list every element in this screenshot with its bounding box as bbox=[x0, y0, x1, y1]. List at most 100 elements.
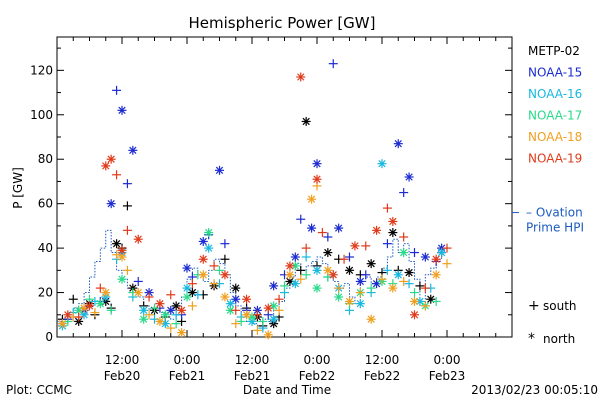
north-marker bbox=[133, 234, 143, 244]
north-marker bbox=[312, 174, 322, 184]
south-marker bbox=[122, 201, 132, 211]
marker-symbol: * bbox=[528, 331, 535, 347]
south-marker bbox=[220, 239, 230, 249]
north-marker bbox=[307, 194, 317, 204]
south-marker bbox=[171, 319, 181, 329]
north-marker bbox=[399, 248, 409, 258]
north-marker bbox=[263, 303, 273, 313]
north-marker bbox=[269, 281, 279, 291]
north-marker bbox=[57, 319, 67, 329]
north-marker bbox=[404, 268, 414, 278]
north-marker bbox=[290, 252, 300, 262]
north-marker bbox=[290, 279, 300, 289]
south-marker bbox=[258, 316, 268, 326]
south-marker bbox=[420, 283, 430, 293]
south-marker bbox=[166, 323, 176, 333]
south-marker bbox=[339, 254, 349, 264]
north-marker bbox=[345, 265, 354, 275]
south-marker bbox=[399, 276, 409, 286]
south-marker bbox=[420, 301, 430, 311]
north-marker bbox=[155, 316, 165, 326]
x-axis-label: Date and Time bbox=[243, 383, 331, 397]
legend-entry: NOAA-17 bbox=[528, 109, 582, 123]
north-marker bbox=[198, 254, 208, 264]
x-tick-time-label: 0:00 bbox=[434, 353, 461, 367]
south-marker bbox=[301, 270, 311, 280]
north-marker bbox=[263, 330, 273, 340]
north-marker bbox=[437, 248, 447, 258]
x-tick-time-label: 12:00 bbox=[105, 353, 140, 367]
north-marker bbox=[404, 172, 414, 182]
north-marker bbox=[388, 228, 398, 238]
y-tick-label: 80 bbox=[38, 152, 53, 166]
ovation-legend-line2: Prime HPI bbox=[526, 221, 584, 235]
north-marker bbox=[204, 228, 214, 238]
south-marker bbox=[74, 312, 84, 322]
legend: METP-02 NOAA-15 NOAA-16 NOAA-17 NOAA-18 NOAA-… bbox=[512, 44, 584, 347]
south-marker bbox=[415, 281, 425, 291]
y-tick-label: 100 bbox=[30, 108, 53, 122]
south-marker bbox=[442, 259, 452, 269]
south-marker bbox=[231, 305, 241, 315]
south-marker bbox=[355, 288, 365, 298]
south-marker bbox=[317, 228, 327, 238]
north-marker bbox=[285, 270, 295, 280]
south-marker bbox=[328, 59, 338, 69]
north-marker bbox=[410, 296, 419, 306]
south-marker bbox=[323, 232, 333, 242]
north-marker bbox=[388, 216, 398, 226]
south-marker bbox=[301, 252, 311, 262]
south-marker bbox=[112, 170, 122, 180]
north-marker bbox=[215, 165, 224, 175]
south-marker bbox=[187, 301, 197, 311]
south-marker bbox=[171, 310, 181, 320]
south-marker bbox=[252, 325, 262, 335]
north-marker bbox=[231, 283, 241, 293]
north-marker bbox=[410, 310, 419, 320]
north-marker bbox=[372, 225, 382, 235]
x-axis: 12:00 Feb20 0:00 Feb21 12:00 Feb21 0:00 Feb22 12… bbox=[56, 37, 513, 383]
south-marker bbox=[193, 290, 203, 300]
y-axis-label: P [GW] bbox=[11, 167, 25, 209]
south-marker bbox=[215, 265, 224, 275]
north-marker bbox=[269, 314, 279, 324]
north-marker bbox=[106, 199, 116, 209]
ovation-legend-line1: – Ovation bbox=[526, 206, 583, 220]
north-marker bbox=[225, 305, 235, 315]
south-marker bbox=[382, 239, 392, 249]
legend-entry: NOAA-15 bbox=[528, 66, 582, 80]
south-marker bbox=[112, 85, 122, 95]
south-marker bbox=[209, 279, 219, 289]
plot-credit: Plot: CCMC bbox=[6, 383, 72, 397]
north-marker bbox=[307, 223, 317, 233]
south-marker bbox=[399, 188, 409, 198]
north-marker bbox=[177, 328, 187, 338]
north-marker bbox=[160, 310, 170, 320]
north-marker bbox=[171, 301, 181, 311]
north-marker bbox=[182, 283, 192, 293]
marker-label: south bbox=[543, 299, 577, 313]
y-tick-label: 40 bbox=[38, 241, 53, 255]
south-marker bbox=[209, 261, 219, 271]
south-marker bbox=[382, 265, 392, 275]
north-marker bbox=[388, 283, 398, 293]
north-marker bbox=[101, 288, 111, 298]
south-marker bbox=[296, 274, 306, 284]
x-tick-time-label: 12:00 bbox=[235, 353, 270, 367]
north-marker bbox=[95, 299, 105, 309]
south-marker bbox=[377, 274, 387, 284]
north-marker bbox=[139, 314, 149, 324]
north-marker bbox=[182, 292, 192, 302]
south-marker bbox=[236, 316, 246, 326]
north-marker bbox=[220, 292, 230, 302]
north-marker bbox=[431, 254, 441, 264]
y-tick-label: 20 bbox=[38, 286, 53, 300]
south-marker bbox=[252, 310, 262, 320]
north-marker bbox=[312, 159, 322, 169]
north-marker bbox=[301, 116, 311, 126]
south-marker bbox=[68, 294, 78, 304]
north-marker bbox=[334, 223, 344, 233]
data-points bbox=[57, 59, 452, 340]
north-marker bbox=[166, 305, 176, 315]
marker-label: north bbox=[543, 332, 575, 346]
